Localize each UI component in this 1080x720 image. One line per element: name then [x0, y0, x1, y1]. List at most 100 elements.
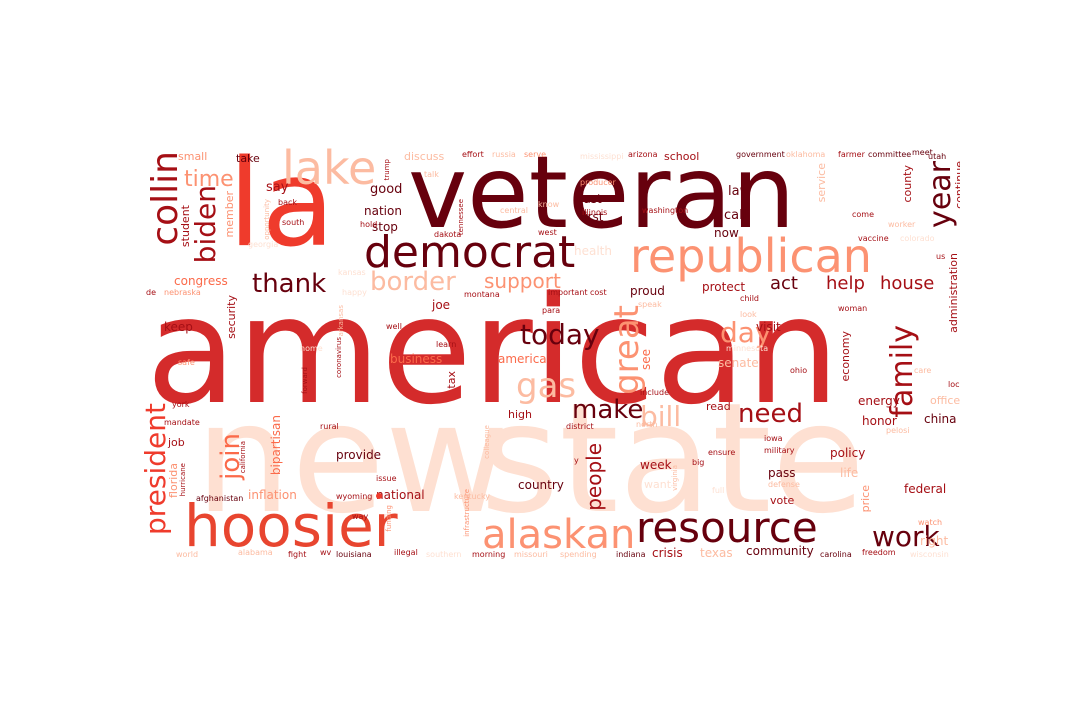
word-serve: serve — [524, 150, 547, 159]
word-morning: morning — [472, 550, 506, 559]
word-speak: speak — [638, 300, 662, 309]
word-office: office — [930, 394, 960, 407]
word-cloud: new state american veteran la republican… — [140, 145, 960, 565]
word-high: high — [508, 408, 532, 421]
word-happy: happy — [342, 288, 367, 297]
word-tax: tax — [445, 371, 458, 389]
word-iowa: iowa — [764, 434, 783, 443]
word-look: look — [740, 310, 757, 319]
word-know: know — [538, 200, 560, 209]
word-south: south — [282, 218, 305, 227]
word-watch: watch — [918, 518, 943, 527]
word-republican: republican — [630, 229, 872, 283]
word-bill: bill — [640, 400, 682, 433]
word-colleague: colleague — [483, 425, 491, 459]
word-today: today — [520, 318, 600, 351]
word-russia: russia — [492, 150, 516, 159]
word-opportunity: opportunity — [263, 199, 271, 240]
word-business: business — [390, 352, 443, 366]
word-effort: effort — [462, 150, 484, 159]
word-keep: keep — [164, 320, 193, 334]
word-life: life — [840, 466, 859, 480]
word-worker: worker — [888, 220, 916, 229]
word-woman: woman — [838, 304, 868, 313]
word-veteran: veteran — [408, 145, 796, 251]
word-lake: lake — [282, 145, 377, 195]
word-washington: washington — [642, 206, 689, 215]
word-la: la — [228, 145, 335, 274]
word-forward: forward — [301, 367, 309, 394]
word-see: see — [639, 349, 653, 371]
word-congress: congress — [174, 274, 228, 288]
word-military: military — [764, 446, 795, 455]
word-work: work — [872, 520, 940, 553]
word-security: security — [225, 295, 238, 339]
word-minnesota: minnesota — [726, 344, 769, 353]
word-nation: nation — [364, 204, 402, 218]
word-country: country — [518, 478, 564, 492]
word-include: include — [640, 388, 669, 397]
word-big: big — [692, 458, 705, 467]
word-wisconsin: wisconsin — [910, 550, 949, 559]
word-well: well — [386, 322, 402, 331]
word-government: government — [736, 150, 785, 159]
word-time: time — [184, 167, 234, 192]
word-policy: policy — [830, 446, 866, 460]
word-child: child — [740, 294, 759, 303]
word-administration: administration — [947, 253, 960, 333]
word-week: week — [640, 458, 672, 472]
word-joe: joe — [432, 298, 451, 312]
word-cost: cost — [590, 288, 607, 297]
word-virginia: virginia — [671, 465, 679, 491]
word-read: read — [706, 400, 731, 413]
word-north: north — [636, 420, 658, 429]
word-florida: florida — [167, 463, 180, 498]
word-community: community — [746, 544, 814, 558]
word-first: first — [580, 210, 604, 224]
word-people: people — [582, 443, 606, 511]
word-funding: funding — [385, 505, 393, 532]
word-border: border — [370, 267, 456, 297]
word-alaskan: alaskan — [482, 512, 636, 558]
word-trump: trump — [383, 159, 391, 181]
word-senate: senate — [718, 356, 759, 370]
word-pass: pass — [768, 466, 796, 480]
word-vaccine: vaccine — [858, 234, 889, 243]
word-visit: visit — [756, 320, 781, 334]
word-fight: fight — [288, 550, 307, 559]
word-continue: continue — [953, 161, 960, 209]
word-energy: energy — [858, 394, 900, 408]
word-wv: wv — [320, 548, 332, 557]
word-health: health — [574, 244, 612, 258]
word-american: american — [146, 265, 840, 437]
word-pelosi: pelosi — [886, 426, 910, 435]
word-west: west — [538, 228, 557, 237]
word-local: local — [948, 380, 960, 389]
word-good: good — [370, 182, 403, 197]
word-alabama: alabama — [238, 548, 273, 557]
word-de: de — [146, 288, 156, 297]
word-america: america — [498, 352, 547, 366]
word-safe: safe — [178, 358, 195, 367]
word-economy: economy — [839, 331, 852, 382]
word-louisiana: louisiana — [336, 550, 372, 559]
word-talk: talk — [424, 170, 439, 179]
word-last: last — [580, 192, 602, 206]
word-proud: proud — [630, 284, 665, 298]
word-colorado: colorado — [900, 234, 935, 243]
word-oklahoma: oklahoma — [786, 150, 826, 159]
word-mississippi: mississippi — [580, 152, 624, 161]
word-crisis: crisis — [652, 546, 683, 560]
word-price: price — [859, 485, 872, 513]
word-important: important — [548, 288, 588, 297]
word-come: come — [852, 210, 875, 219]
word-mandate: mandate — [164, 418, 200, 427]
word-montana: montana — [464, 290, 500, 299]
word-discuss: discuss — [404, 150, 445, 163]
word-hurricane: hurricane — [179, 463, 187, 497]
word-vote: vote — [770, 494, 795, 507]
word-para: para — [542, 306, 561, 315]
word-stop: stop — [372, 220, 398, 234]
word-student: student — [179, 205, 192, 248]
word-service: service — [815, 163, 828, 203]
